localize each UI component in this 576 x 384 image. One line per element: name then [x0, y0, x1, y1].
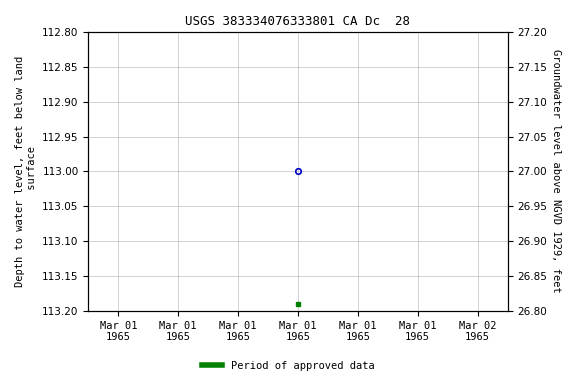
- Y-axis label: Depth to water level, feet below land
 surface: Depth to water level, feet below land su…: [15, 56, 37, 287]
- Legend: Period of approved data: Period of approved data: [198, 357, 378, 375]
- Y-axis label: Groundwater level above NGVD 1929, feet: Groundwater level above NGVD 1929, feet: [551, 50, 561, 293]
- Title: USGS 383334076333801 CA Dc  28: USGS 383334076333801 CA Dc 28: [185, 15, 411, 28]
